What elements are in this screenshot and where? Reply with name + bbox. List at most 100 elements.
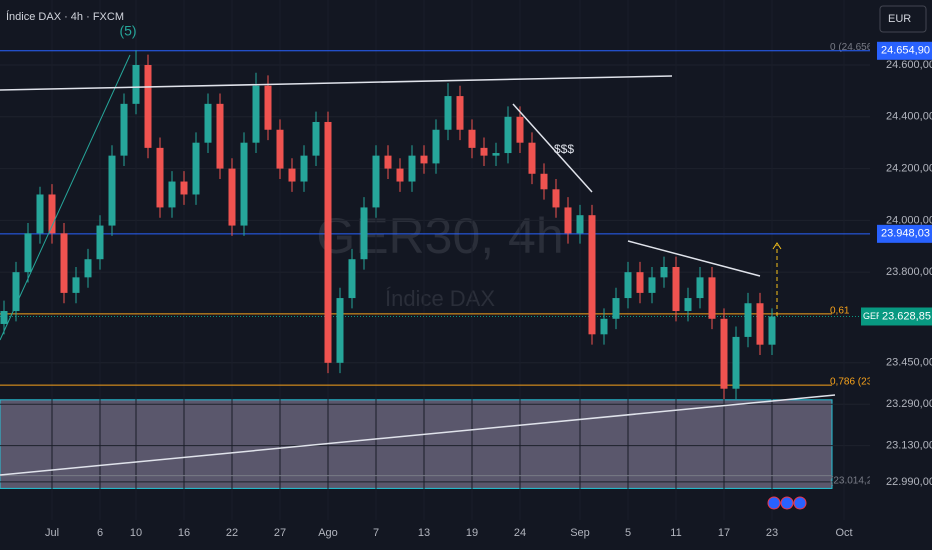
candle-body: [336, 298, 344, 363]
x-tick-label: 27: [274, 527, 286, 539]
y-tick-label: 23.800,00: [886, 266, 932, 278]
candle-body: [720, 318, 728, 389]
candle-body: [624, 272, 632, 299]
price-tag: [877, 224, 932, 243]
candle-body: [552, 189, 560, 208]
event-icon[interactable]: [793, 496, 807, 510]
x-tick-label: 17: [718, 527, 730, 539]
candle-body: [108, 155, 116, 226]
candle-body: [468, 129, 476, 148]
price-tag-label: 23.948,03: [881, 228, 930, 240]
candle-body: [504, 116, 512, 154]
candle-body: [36, 194, 44, 234]
candle-body: [612, 298, 620, 319]
candle-body: [744, 303, 752, 337]
zone-layer: [0, 399, 833, 489]
y-tick-label: 24.200,00: [886, 162, 932, 174]
candle-body: [0, 311, 8, 324]
candle-body: [60, 233, 68, 293]
candle-body: [180, 181, 188, 195]
candle-body: [660, 266, 668, 278]
candle-body: [588, 215, 596, 335]
candle-body: [756, 303, 764, 345]
x-tick-label: 11: [670, 527, 681, 539]
candles: [0, 50, 776, 400]
zone: [0, 399, 833, 489]
candle-body: [696, 277, 704, 299]
candle-body: [576, 215, 584, 234]
candle-body: [120, 103, 128, 156]
x-tick-label: 13: [418, 527, 430, 539]
candle-body: [156, 147, 164, 208]
price-tag: [877, 41, 932, 60]
event-icon[interactable]: [780, 496, 794, 510]
candle-body: [348, 259, 356, 299]
candle-body: [288, 168, 296, 182]
y-tick-label: 23.130,00: [886, 440, 932, 452]
y-tick-label: 22.990,00: [886, 476, 932, 488]
x-tick-label: 24: [514, 527, 526, 539]
candle-body: [192, 142, 200, 195]
candle-body: [300, 155, 308, 182]
y-tick-label: 24.000,00: [886, 214, 932, 226]
candle-body: [684, 298, 692, 312]
candle-body: [600, 318, 608, 335]
trendline: [627, 240, 761, 277]
y-tick-label: 24.600,00: [886, 59, 932, 71]
candle-body: [372, 155, 380, 208]
candle-body: [396, 168, 404, 182]
candle-body: [252, 85, 260, 143]
x-tick-label: 16: [178, 527, 190, 539]
candle-body: [516, 116, 524, 143]
candle-body: [384, 155, 392, 169]
fib-label: 0,786 (23.36: [830, 377, 887, 388]
y-tick-label: 23.290,00: [886, 398, 932, 410]
x-tick-label: 5: [625, 527, 631, 539]
candle-body: [144, 65, 152, 148]
symbol-tag-label: GER30: [863, 311, 893, 321]
fib-label: (23.014,22: [830, 475, 878, 486]
candle-body: [48, 194, 56, 234]
candle-body: [216, 103, 224, 169]
event-icon[interactable]: [767, 496, 781, 510]
candle-body: [240, 142, 248, 226]
candle-body: [12, 272, 20, 312]
candle-body: [24, 233, 32, 273]
candle-body: [636, 272, 644, 293]
candle-body: [312, 121, 320, 156]
fib-label: 0,61: [830, 306, 850, 317]
candle-body: [324, 121, 332, 363]
candle-body: [528, 142, 536, 174]
price-axis: [870, 0, 932, 520]
candle-body: [408, 155, 416, 182]
x-tick-label: 6: [97, 527, 103, 539]
candle-body: [564, 207, 572, 234]
candle-body: [480, 147, 488, 156]
axis: 24.600,00 24.400,00 24.200,00 24.000,00 23.8…: [862, 41, 932, 488]
symbol-title: Índice DAX · 4h · FXCM: [6, 10, 124, 23]
candle-body: [96, 225, 104, 260]
x-tick-label: 19: [466, 527, 478, 539]
candle-body: [768, 316, 776, 345]
price-tag-label: 24.654,90: [881, 45, 930, 57]
currency-box[interactable]: [879, 5, 927, 33]
candle-body: [168, 181, 176, 208]
x-tick-label: 23: [766, 527, 778, 539]
candle-body: [540, 173, 548, 190]
candle-body: [444, 96, 452, 130]
currency[interactable]: EUR: [888, 13, 911, 25]
levels: 0 (24.656,80 0,61 0,786 (23.36 (23.014,22: [0, 42, 887, 486]
arrow-head: [772, 242, 782, 250]
trendline: [512, 103, 593, 193]
annotation: $$$: [554, 142, 574, 156]
event-icons: [767, 496, 807, 510]
x-tick-label: Oct: [835, 527, 852, 539]
y-tick-label: 23.450,00: [886, 357, 932, 369]
y-tick-label: 24.400,00: [886, 111, 932, 123]
trendline: [0, 75, 673, 91]
candle-body: [420, 155, 428, 164]
candle-body: [708, 277, 716, 319]
